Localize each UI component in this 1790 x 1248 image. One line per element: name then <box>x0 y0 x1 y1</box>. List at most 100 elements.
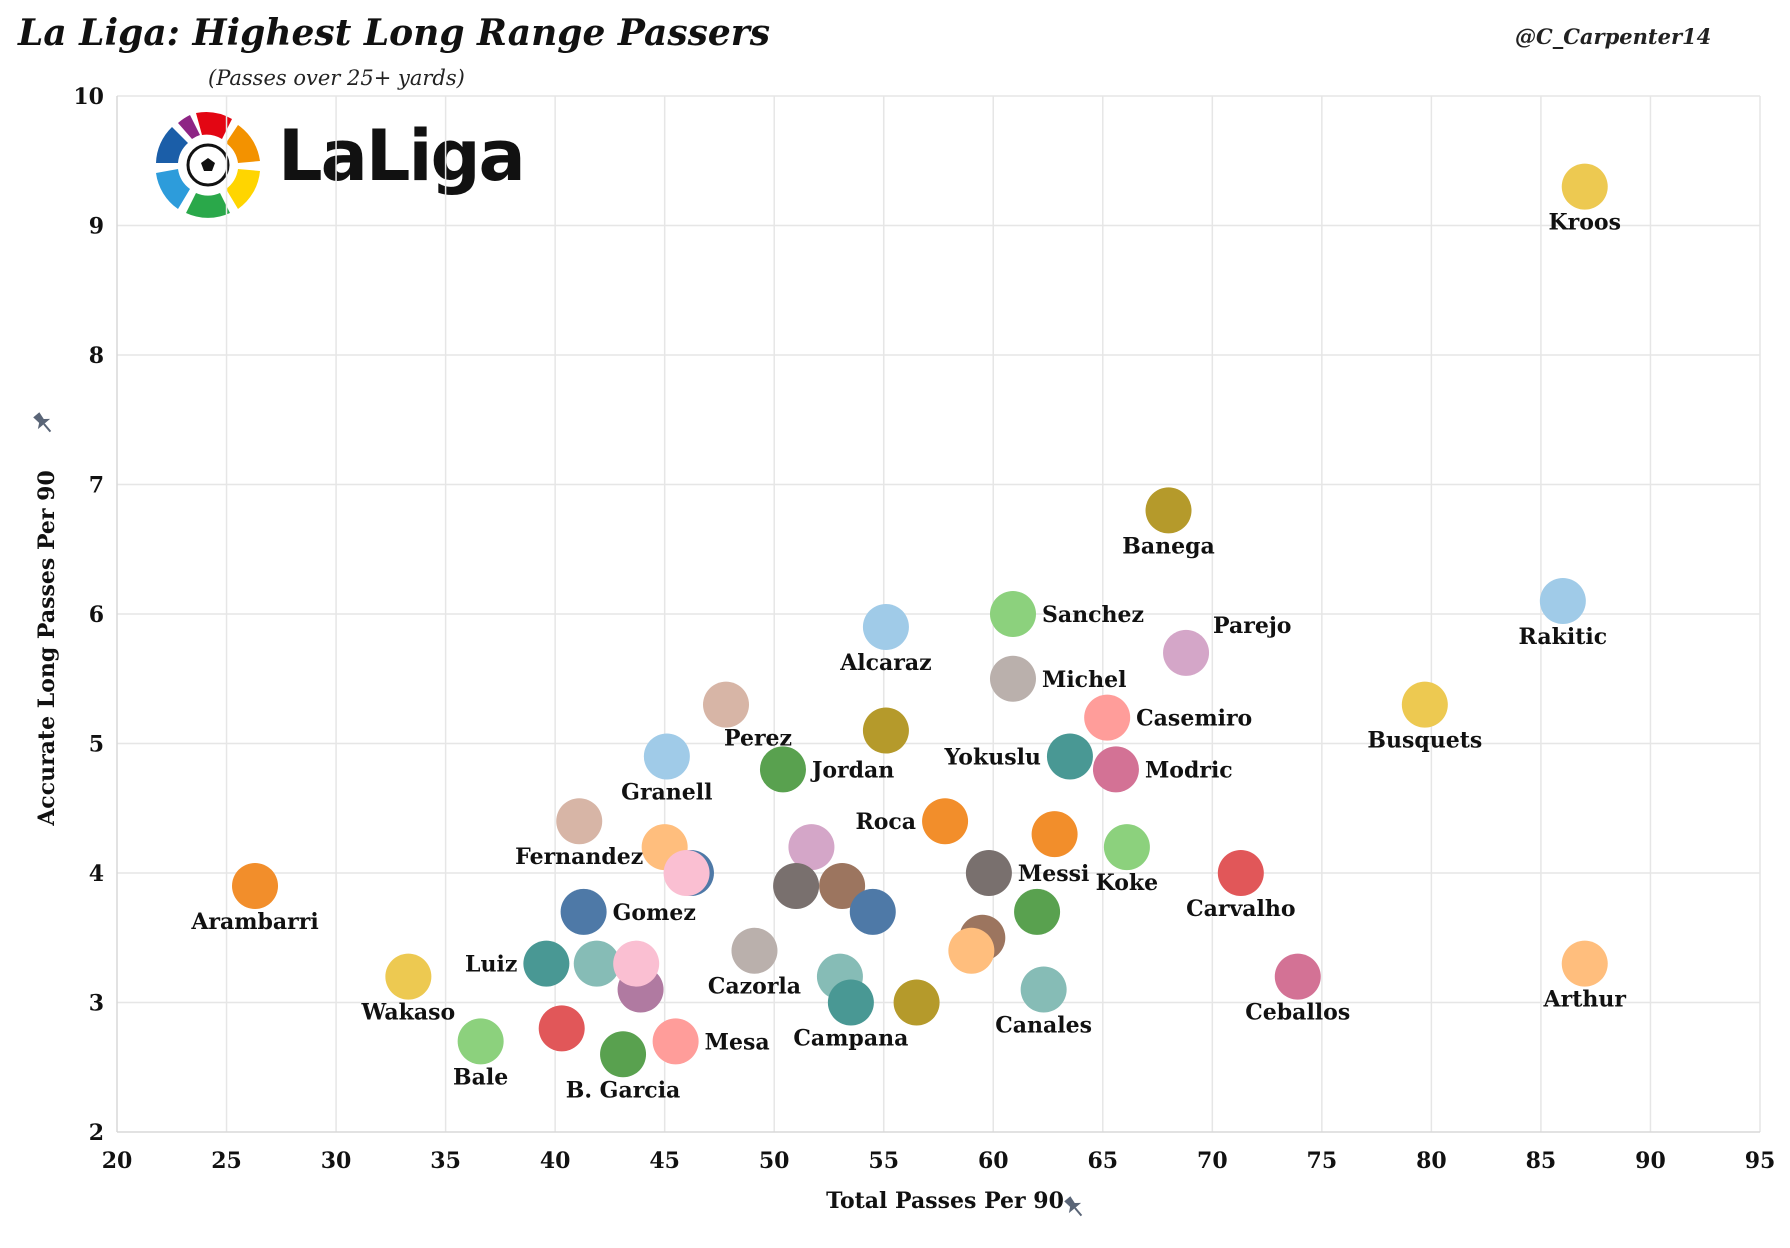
x-tick-label: 70 <box>1197 1148 1228 1174</box>
data-point-sanchez[interactable] <box>989 591 1036 637</box>
chart-title: La Liga: Highest Long Range Passers <box>18 12 771 54</box>
x-tick-label: 55 <box>868 1148 899 1174</box>
data-point-modric[interactable] <box>1092 746 1139 793</box>
grid-lines <box>116 95 1761 1133</box>
x-tick-label: 25 <box>211 1148 242 1174</box>
data-point-jordan[interactable] <box>759 746 806 793</box>
data-point[interactable] <box>862 707 909 754</box>
data-point-koke[interactable] <box>1103 824 1150 871</box>
point-label: Jordan <box>810 757 894 783</box>
data-point[interactable] <box>1031 811 1078 858</box>
data-point-messi[interactable] <box>965 850 1012 896</box>
y-tick-label: 3 <box>89 991 104 1017</box>
point-label: Canales <box>995 1013 1092 1039</box>
data-point-canales[interactable] <box>1020 966 1067 1013</box>
data-point-fernandez[interactable] <box>556 798 603 845</box>
x-axis-pin-icon[interactable] <box>1061 1194 1087 1221</box>
x-axis-ticks: 20 25 30 35 40 45 50 55 60 65 70 75 80 85 90 95 <box>102 1148 1776 1174</box>
data-point-luiz[interactable] <box>523 940 570 987</box>
data-point-campana[interactable] <box>827 979 874 1026</box>
point-label: Granell <box>621 779 712 805</box>
data-point[interactable] <box>788 824 835 871</box>
x-tick-label: 75 <box>1307 1148 1338 1174</box>
y-tick-label: 6 <box>89 602 104 628</box>
y-axis-pin-icon[interactable] <box>30 410 56 437</box>
y-tick-label: 2 <box>89 1120 104 1146</box>
author-handle: @C_Carpenter14 <box>1515 24 1712 49</box>
y-tick-label: 9 <box>89 214 104 240</box>
y-tick-label: 4 <box>89 861 104 887</box>
x-tick-label: 45 <box>649 1148 680 1174</box>
data-point-gomez[interactable] <box>560 888 607 935</box>
point-label: Banega <box>1122 533 1214 559</box>
data-point-parejo[interactable] <box>1163 629 1210 676</box>
x-tick-label: 60 <box>978 1148 1009 1174</box>
data-point-yokuslu[interactable] <box>1046 733 1093 780</box>
data-point[interactable] <box>948 927 995 974</box>
data-point[interactable] <box>1014 888 1061 935</box>
point-labels: Kroos Banega Rakitic Sanchez Parejo Alcaraz Mi… <box>190 210 1626 1104</box>
data-point-mesa[interactable] <box>652 1018 699 1065</box>
laliga-logo-icon <box>156 112 260 218</box>
point-label: Modric <box>1145 757 1233 783</box>
point-label: Carvalho <box>1186 896 1295 922</box>
data-point-wakaso[interactable] <box>385 953 432 1000</box>
data-point[interactable] <box>849 888 896 935</box>
data-point[interactable] <box>538 1005 585 1052</box>
point-label: Kroos <box>1549 210 1621 236</box>
point-label: Wakaso <box>361 1000 456 1026</box>
point-label: B. Garcia <box>566 1077 681 1103</box>
data-point-busquets[interactable] <box>1401 681 1448 728</box>
data-point[interactable] <box>613 940 660 987</box>
data-point-roca[interactable] <box>922 798 969 845</box>
data-point[interactable] <box>663 850 710 896</box>
y-tick-label: 10 <box>73 84 104 110</box>
data-point-kroos[interactable] <box>1561 163 1608 210</box>
data-point[interactable] <box>773 862 820 909</box>
data-points <box>232 163 1608 1078</box>
point-label: Sanchez <box>1042 602 1144 628</box>
point-label: Rakitic <box>1519 624 1608 650</box>
point-label: Roca <box>855 809 916 835</box>
point-label: Arambarri <box>190 909 318 935</box>
data-point-b-garcia[interactable] <box>600 1031 647 1078</box>
data-point-carvalho[interactable] <box>1217 850 1264 896</box>
x-tick-label: 95 <box>1745 1148 1776 1174</box>
point-label: Gomez <box>613 900 696 926</box>
point-label: Messi <box>1018 861 1089 887</box>
laliga-logo: LaLiga <box>148 105 528 225</box>
point-label: Arthur <box>1543 987 1627 1013</box>
point-label: Busquets <box>1367 728 1482 754</box>
x-tick-label: 20 <box>102 1148 133 1174</box>
data-point-alcaraz[interactable] <box>862 603 909 650</box>
point-label: Yokuslu <box>943 744 1040 770</box>
data-point-arthur[interactable] <box>1561 940 1608 987</box>
x-tick-label: 40 <box>540 1148 571 1174</box>
data-point-rakitic[interactable] <box>1539 578 1586 625</box>
logo-text: LaLiga <box>278 115 526 197</box>
chart-subtitle: (Passes over 25+ yards) <box>208 66 465 90</box>
data-point[interactable] <box>893 979 940 1026</box>
data-point-casemiro[interactable] <box>1084 694 1131 741</box>
x-tick-label: 85 <box>1526 1148 1557 1174</box>
data-point-michel[interactable] <box>989 655 1036 702</box>
data-point-bale[interactable] <box>457 1018 504 1065</box>
data-point[interactable] <box>573 940 620 987</box>
data-point-ceballos[interactable] <box>1274 953 1321 1000</box>
point-label: Koke <box>1096 870 1159 896</box>
data-point-banega[interactable] <box>1145 487 1192 534</box>
data-point-perez[interactable] <box>703 681 750 728</box>
y-tick-label: 8 <box>89 343 104 369</box>
x-tick-label: 65 <box>1087 1148 1118 1174</box>
data-point-arambarri[interactable] <box>232 862 279 909</box>
point-label: Michel <box>1042 667 1126 693</box>
data-point-granell[interactable] <box>643 733 690 780</box>
data-point[interactable] <box>819 862 866 909</box>
y-axis-label: Accurate Long Passes Per 90 <box>34 470 60 827</box>
point-label: Cazorla <box>708 974 801 1000</box>
data-point-cazorla[interactable] <box>731 927 778 974</box>
x-tick-label: 30 <box>321 1148 352 1174</box>
point-label: Ceballos <box>1245 1000 1350 1026</box>
point-label: Campana <box>793 1026 908 1052</box>
